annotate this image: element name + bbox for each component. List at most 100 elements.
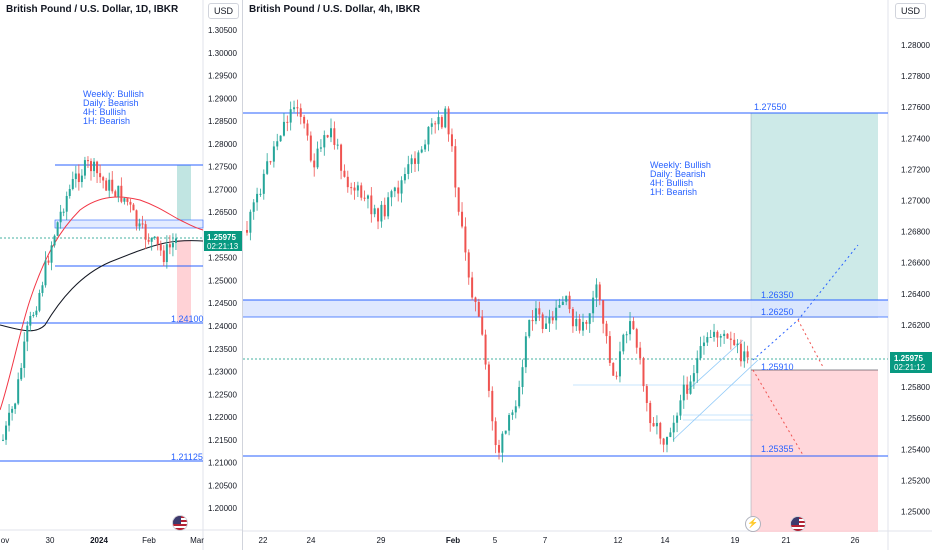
daily-bias-weekly: Weekly: Bullish bbox=[83, 89, 144, 99]
daily-candle-body bbox=[26, 325, 29, 342]
4h-candle-body bbox=[336, 144, 339, 146]
us-flag-icon[interactable] bbox=[790, 516, 806, 532]
4h-candle-body bbox=[262, 173, 265, 194]
4h-candle-body bbox=[330, 128, 332, 138]
daily-candle-body bbox=[65, 195, 68, 212]
4h-candle-body bbox=[655, 422, 658, 427]
daily-chart-pane[interactable]: 1.24100 1.21125 Weekly: Bullish Daily: B… bbox=[0, 0, 243, 550]
us-flag-icon[interactable] bbox=[172, 515, 188, 531]
4h-time-axis-tick: 24 bbox=[307, 536, 316, 545]
4h-candle-body bbox=[518, 387, 521, 407]
4h-candle-body bbox=[256, 193, 259, 203]
4h-chart-canvas[interactable]: 1.27550 1.26350 1.26250 1.25910 1.25355 … bbox=[243, 0, 932, 550]
4h-chart-pane[interactable]: 1.27550 1.26350 1.26250 1.25910 1.25355 … bbox=[243, 0, 932, 550]
4h-candle-body bbox=[585, 321, 588, 324]
4h-price-axis-tick: 1.25800 bbox=[901, 383, 930, 392]
daily-price-axis-tick: 1.26500 bbox=[208, 208, 237, 217]
4h-candle-body bbox=[739, 343, 742, 362]
daily-chart-title: British Pound / U.S. Dollar, 1D, IBKR bbox=[6, 4, 179, 15]
daily-candle-body bbox=[8, 412, 11, 426]
4h-candle-body bbox=[538, 308, 541, 315]
daily-candle-body bbox=[147, 239, 150, 242]
daily-candle-body bbox=[93, 161, 96, 172]
daily-target-zone bbox=[177, 165, 191, 224]
daily-currency-button[interactable]: USD bbox=[208, 3, 240, 19]
daily-candle-body bbox=[59, 211, 62, 223]
4h-price-axis-tick: 1.28000 bbox=[901, 41, 930, 50]
daily-candle-body bbox=[96, 161, 99, 174]
4h-candle-body bbox=[602, 300, 605, 324]
4h-candle-body bbox=[514, 406, 517, 413]
4h-candle-body bbox=[477, 301, 480, 317]
daily-candle-body bbox=[29, 315, 32, 326]
daily-ema-red bbox=[0, 196, 204, 411]
4h-time-axis-tick: 21 bbox=[782, 536, 791, 545]
4h-candle-body bbox=[571, 309, 574, 327]
4h-candle-body bbox=[608, 336, 611, 363]
4h-time-axis-tick: 14 bbox=[661, 536, 670, 545]
4h-price-badge-countdown: 02:21:12 bbox=[894, 363, 926, 372]
4h-candle-body bbox=[323, 135, 326, 148]
4h-candle-body bbox=[494, 421, 497, 446]
daily-candle-body bbox=[156, 236, 159, 245]
daily-price-axis-tick: 1.24500 bbox=[208, 299, 237, 308]
4h-time-axis-tick: 26 bbox=[851, 536, 860, 545]
4h-candle-body bbox=[326, 135, 329, 138]
4h-time-axis[interactable]: 22 24 29 Feb 5 7 12 14 19 21 26 bbox=[259, 536, 860, 545]
4h-candle-body bbox=[682, 384, 685, 401]
daily-candle-body bbox=[74, 173, 77, 180]
4h-candle-body bbox=[440, 117, 443, 128]
4h-candle-body bbox=[444, 108, 447, 128]
4h-candle-body bbox=[541, 314, 544, 329]
4h-price-axis-tick: 1.26400 bbox=[901, 290, 930, 299]
lightning-icon[interactable]: ⚡ bbox=[745, 516, 761, 532]
daily-price-axis-tick: 1.24000 bbox=[208, 322, 237, 331]
daily-candle-body bbox=[135, 210, 138, 227]
4h-candle-body bbox=[346, 176, 349, 188]
4h-price-badge-value: 1.25975 bbox=[894, 354, 923, 363]
daily-time-axis[interactable]: ov 30 2024 Feb Mar bbox=[1, 536, 204, 545]
4h-candle-body bbox=[279, 135, 282, 142]
4h-candle-body bbox=[692, 373, 695, 382]
4h-candle-body bbox=[575, 318, 578, 327]
4h-candle-body bbox=[662, 438, 665, 445]
4h-candle-body bbox=[716, 331, 719, 338]
4h-candle-body bbox=[306, 123, 309, 136]
daily-price-badge-value: 1.25975 bbox=[207, 233, 236, 242]
4h-candle-body bbox=[736, 343, 739, 346]
daily-bias-1h: 1H: Bearish bbox=[83, 116, 130, 126]
4h-candle-body bbox=[454, 146, 457, 188]
daily-candle-body bbox=[105, 180, 108, 191]
4h-candle-body bbox=[531, 319, 534, 322]
4h-candle-body bbox=[582, 321, 584, 331]
daily-candle-body bbox=[53, 235, 56, 246]
4h-candle-body bbox=[545, 323, 548, 329]
4h-price-axis[interactable]: 1.28000 1.27800 1.27600 1.27400 1.27200 1.270… bbox=[901, 41, 930, 517]
4h-candle-body bbox=[588, 313, 591, 324]
4h-price-axis-tick: 1.27600 bbox=[901, 103, 930, 112]
4h-candle-body bbox=[699, 346, 702, 359]
4h-candle-body bbox=[521, 367, 524, 388]
4h-candle-body bbox=[659, 422, 662, 439]
4h-candle-body bbox=[397, 187, 400, 194]
4h-currency-button[interactable]: USD bbox=[895, 3, 927, 19]
daily-price-badge bbox=[204, 231, 242, 251]
4h-candle-body bbox=[246, 230, 248, 233]
4h-time-axis-tick: Feb bbox=[446, 536, 460, 545]
4h-candle-body bbox=[723, 333, 726, 336]
daily-price-axis[interactable]: 1.30500 1.30000 1.29500 1.29000 1.28500 1.280… bbox=[208, 26, 237, 513]
4h-candle-body bbox=[642, 358, 645, 387]
4h-candle-body bbox=[534, 308, 537, 322]
4h-candle-body bbox=[266, 161, 269, 174]
daily-candle-body bbox=[108, 179, 111, 191]
daily-candle-body bbox=[171, 242, 174, 248]
4h-bias-weekly: Weekly: Bullish bbox=[650, 160, 711, 170]
4h-price-axis-tick: 1.26600 bbox=[901, 259, 930, 268]
4h-stop-zone bbox=[751, 370, 878, 532]
4h-candle-body bbox=[356, 185, 359, 191]
4h-candle-body bbox=[393, 187, 396, 192]
4h-price-axis-tick: 1.25400 bbox=[901, 445, 930, 454]
daily-chart-canvas[interactable]: 1.24100 1.21125 Weekly: Bullish Daily: B… bbox=[0, 0, 243, 550]
daily-price-axis-tick: 1.30500 bbox=[208, 26, 237, 35]
4h-level-label-126250: 1.26250 bbox=[761, 307, 794, 317]
